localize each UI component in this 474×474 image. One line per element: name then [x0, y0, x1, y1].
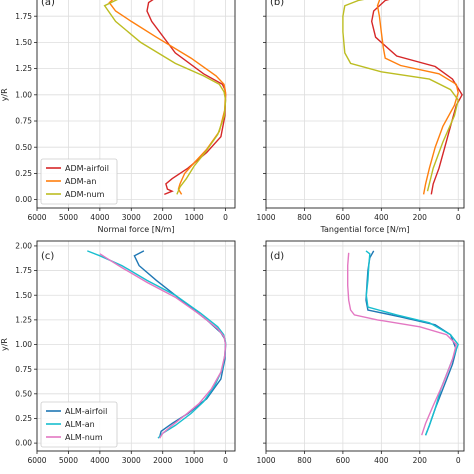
x-tick-label: 0	[223, 456, 228, 465]
y-tick-label: 0.75	[15, 365, 32, 374]
legend-label: ADM-airfoil	[65, 164, 109, 173]
series-line-adm-airfoil	[146, 0, 227, 196]
x-axis-label: Normal force [N/m]	[98, 225, 175, 234]
series-line-adm-an	[108, 0, 227, 195]
x-tick-label: 600	[336, 213, 351, 222]
x-tick-label: 1000	[185, 213, 204, 222]
series-line-alm-num	[347, 252, 458, 436]
x-tick-label: 3000	[122, 213, 141, 222]
series-line-alm-num	[99, 253, 227, 439]
y-tick-label: 1.50	[15, 291, 32, 300]
y-tick-label: 1.25	[15, 315, 32, 324]
legend-label: ALM-an	[65, 420, 95, 429]
series-line-adm-airfoil	[370, 0, 463, 195]
x-tick-label: 4000	[90, 456, 109, 465]
x-tick-label: 600	[336, 456, 351, 465]
series-line-alm-airfoil	[133, 250, 227, 438]
series-line-adm-num	[342, 0, 459, 192]
x-tick-label: 1000	[185, 456, 204, 465]
y-axis-label: y/R	[0, 338, 9, 351]
x-tick-label: 2000	[153, 213, 172, 222]
panel-label: (c)	[41, 251, 54, 262]
plot-frame	[36, 0, 236, 209]
legend-box	[40, 158, 118, 205]
y-tick-label: 1.25	[15, 64, 32, 73]
y-tick-label: 0.25	[15, 169, 32, 178]
series-line-adm-num	[103, 0, 227, 195]
x-tick-label: 5000	[59, 213, 78, 222]
x-axis-label: Tangential force [N/m]	[319, 225, 409, 234]
legend-label: ADM-an	[65, 177, 96, 186]
x-tick-label: 0	[456, 213, 461, 222]
y-axis-label: y/R	[0, 88, 9, 101]
x-tick-label: 200	[413, 213, 428, 222]
plot-frame	[265, 240, 465, 452]
panel-label: (b)	[270, 0, 284, 8]
x-tick-label: 1000	[256, 213, 275, 222]
x-tick-label: 800	[297, 213, 312, 222]
series-line-alm-airfoil	[365, 250, 458, 436]
y-tick-label: 0.00	[15, 439, 32, 448]
plot-frame	[36, 240, 236, 452]
panel-label: (d)	[270, 251, 284, 262]
x-tick-label: 3000	[122, 456, 141, 465]
x-tick-label: 6000	[27, 456, 46, 465]
x-tick-label: 5000	[59, 456, 78, 465]
x-tick-label: 400	[374, 456, 389, 465]
y-tick-label: 2.00	[15, 242, 32, 251]
panel-2: 1000 800 600 400 200 0 (b) Tangential force [N/…	[256, 0, 465, 234]
y-tick-label: 1.00	[15, 90, 32, 99]
x-tick-label: 2000	[153, 456, 172, 465]
y-tick-label: 0.00	[15, 195, 32, 204]
panel-1: 6000 5000 4000 3000 2000 1000 0 0.00 0.25 0.50 0.7…	[0, 0, 236, 234]
legend-label: ADM-num	[65, 190, 105, 199]
legend: ADM-airfoil ADM-an ADM-num	[40, 158, 118, 205]
y-tick-label: 0.25	[15, 414, 32, 423]
x-tick-label: 1000	[256, 456, 275, 465]
x-tick-label: 6000	[27, 213, 46, 222]
legend-label: ALM-airfoil	[65, 407, 107, 416]
legend-box	[40, 401, 118, 448]
x-tick-label: 4000	[90, 213, 109, 222]
y-tick-label: 1.50	[15, 38, 32, 47]
series-line-adm-an	[376, 0, 459, 195]
panel-4: 1000 800 600 400 200 0 (d)	[256, 240, 465, 465]
y-tick-label: 0.50	[15, 143, 32, 152]
legend-label: ALM-num	[65, 433, 103, 442]
x-tick-label: 200	[413, 456, 428, 465]
panel-3: 6000 5000 4000 3000 2000 1000 0 0.00 0.25 0.50 0.7…	[0, 240, 236, 465]
series-line-alm-an	[365, 250, 459, 436]
legend: ALM-airfoil ALM-an ALM-num	[40, 401, 118, 448]
plot-frame	[265, 0, 465, 209]
y-tick-label: 1.75	[15, 12, 32, 21]
y-tick-label: 1.75	[15, 266, 32, 275]
panel-label: (a)	[41, 0, 55, 8]
y-tick-label: 1.00	[15, 340, 32, 349]
y-tick-label: 0.75	[15, 117, 32, 126]
y-tick-label: 0.50	[15, 389, 32, 398]
x-tick-label: 0	[456, 456, 461, 465]
x-tick-label: 800	[297, 456, 312, 465]
x-tick-label: 0	[223, 213, 228, 222]
x-tick-label: 400	[374, 213, 389, 222]
